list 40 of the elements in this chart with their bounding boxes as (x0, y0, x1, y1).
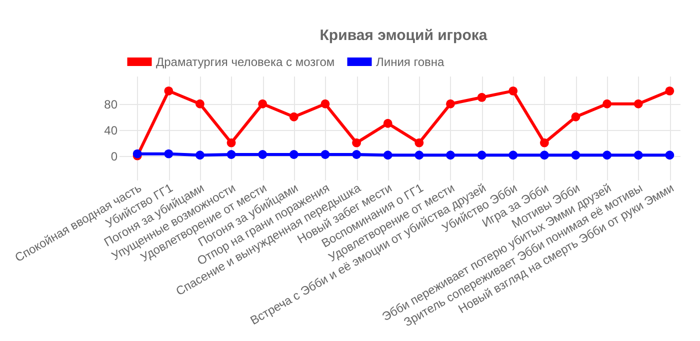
point (571, 150, 580, 160)
point (634, 99, 643, 108)
point (446, 99, 455, 108)
point (352, 138, 361, 148)
point (289, 112, 298, 122)
point (258, 150, 268, 159)
legend-label: Линия говна (376, 54, 445, 69)
point (508, 150, 518, 160)
point (320, 150, 330, 159)
point (164, 86, 174, 96)
point (477, 92, 486, 102)
point (195, 150, 204, 160)
point (665, 86, 674, 96)
point (226, 138, 236, 148)
point (540, 138, 549, 148)
chart-title: Кривая эмоций игрока (320, 27, 488, 44)
point (414, 150, 424, 160)
point (226, 150, 236, 159)
point (508, 86, 518, 96)
point (571, 112, 580, 122)
point (665, 150, 674, 160)
point (383, 118, 392, 128)
point (446, 150, 455, 160)
point (320, 99, 330, 108)
point (289, 150, 298, 159)
y-tick-label: 80 (104, 97, 118, 112)
point (352, 150, 361, 159)
point (602, 99, 612, 108)
point (540, 150, 549, 160)
legend-label: Драматургия человека с мозгом (156, 54, 335, 69)
point (258, 99, 268, 108)
point (383, 150, 392, 160)
point (164, 149, 174, 158)
y-tick-label: 0 (110, 149, 118, 164)
y-tick-label: 40 (104, 123, 118, 138)
point (414, 138, 424, 148)
point (477, 150, 486, 160)
point (195, 99, 204, 108)
point (634, 150, 643, 160)
point (602, 150, 612, 160)
